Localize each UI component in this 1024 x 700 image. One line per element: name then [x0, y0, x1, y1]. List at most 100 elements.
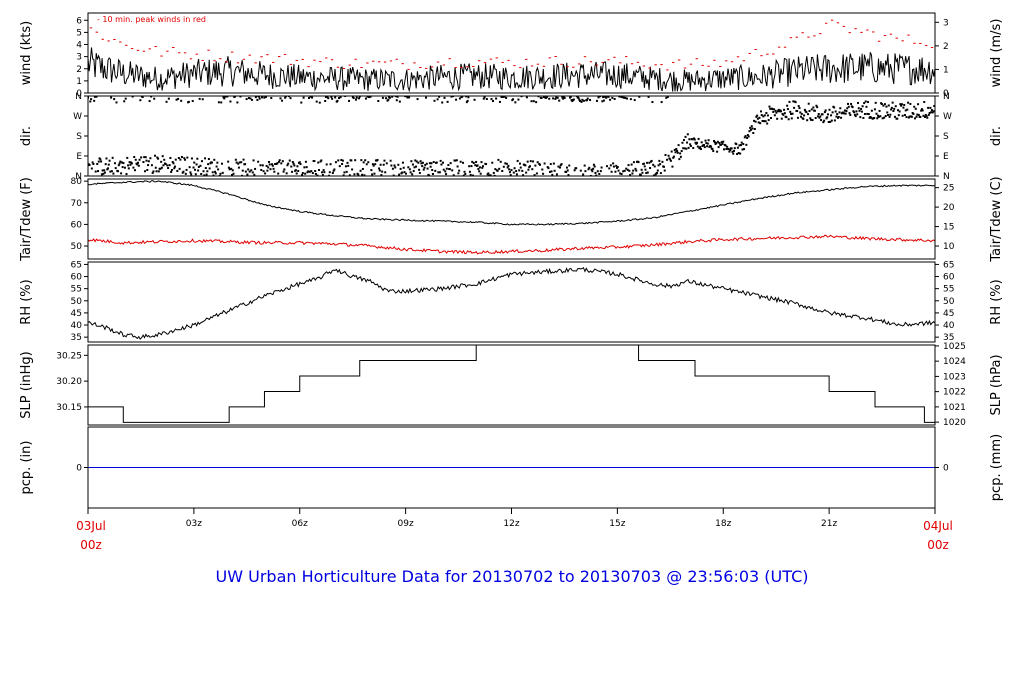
x-end-time: 00z	[927, 538, 949, 552]
rh-series-relative_humidity	[88, 266, 935, 340]
dir-point	[398, 100, 401, 103]
dir-point	[863, 113, 866, 116]
dir-point	[683, 147, 686, 150]
dir-point	[267, 160, 270, 163]
dir-point	[316, 174, 319, 176]
dir-point	[864, 100, 867, 103]
dir-point	[753, 119, 756, 122]
dir-point	[561, 96, 564, 99]
dir-point	[697, 137, 700, 140]
dir-point	[732, 152, 735, 155]
dir-point	[262, 170, 265, 173]
rh-ylabel-right: RH (%)	[989, 279, 1004, 324]
dir-point	[338, 97, 341, 100]
dir-point	[250, 169, 253, 172]
dir-point	[455, 98, 458, 101]
dir-point	[612, 165, 615, 168]
dir-point	[121, 166, 124, 169]
rh-tick-label-left: 55	[71, 285, 82, 295]
dir-point	[549, 163, 552, 166]
dir-point	[293, 164, 296, 167]
dir-point	[245, 98, 248, 101]
dir-point	[836, 113, 839, 116]
dir-point	[126, 156, 129, 159]
dir-point	[256, 98, 259, 101]
dir-point	[367, 161, 370, 164]
dir-point	[438, 96, 441, 98]
dir-point	[741, 148, 744, 151]
dir-point	[317, 161, 320, 164]
dir-point	[809, 117, 812, 120]
dir-series-direction	[88, 96, 935, 176]
dir-point	[612, 162, 615, 165]
dir-point	[194, 173, 197, 176]
dir-point	[273, 170, 276, 173]
dir-point	[535, 172, 538, 175]
dir-point	[670, 150, 673, 153]
dir-point	[301, 172, 304, 175]
dir-point	[713, 141, 716, 144]
dir-point	[407, 166, 410, 169]
dir-point	[622, 96, 625, 99]
dir-point	[682, 147, 685, 150]
dir-point	[473, 98, 476, 101]
dir-point	[500, 96, 503, 98]
slp-tick-label-right: 1020	[943, 418, 966, 428]
pcp-ylabel-left: pcp. (in)	[19, 441, 34, 495]
dir-point	[849, 113, 852, 116]
dir-point	[211, 171, 214, 174]
pcp-tick-label-left: 0	[76, 464, 82, 474]
dir-point	[515, 173, 518, 176]
dir-point	[820, 119, 823, 122]
dir-point	[456, 165, 459, 168]
dir-point	[277, 160, 280, 163]
dir-point	[425, 162, 428, 165]
dir-point	[390, 164, 393, 167]
dir-point	[442, 168, 445, 171]
dir-point	[223, 97, 226, 100]
dir-point	[833, 119, 836, 122]
dir-point	[730, 147, 733, 150]
dir-point	[776, 110, 779, 113]
dir-point	[318, 101, 321, 104]
dir-point	[556, 96, 559, 99]
dir-point	[814, 117, 817, 120]
dir-point	[314, 170, 317, 173]
dir-point	[705, 142, 708, 145]
dir-point	[93, 99, 96, 102]
dir-point	[639, 174, 642, 176]
dir-point	[753, 128, 756, 131]
dir-point	[516, 159, 519, 162]
dir-point	[372, 164, 375, 167]
x-tick-label: 03z	[186, 519, 202, 529]
dir-point	[663, 169, 666, 172]
dir-point	[816, 115, 819, 118]
dir-point	[802, 117, 805, 120]
dir-point	[615, 164, 618, 167]
dir-point	[387, 98, 390, 101]
dir-point	[635, 169, 638, 172]
dir-point	[813, 109, 816, 112]
dir-point	[402, 166, 405, 169]
wind-tick-label-left: 4	[76, 41, 82, 51]
dir-point	[428, 162, 431, 165]
dir-point	[354, 159, 357, 162]
dir-point	[332, 169, 335, 172]
dir-point	[404, 96, 407, 98]
dir-point	[736, 153, 739, 156]
dir-point	[194, 168, 197, 171]
dir-point	[443, 96, 446, 99]
rh-ylabel-left: RH (%)	[19, 279, 34, 324]
dir-point	[108, 159, 111, 162]
dir-point	[829, 120, 832, 123]
dir-point	[294, 169, 297, 172]
dir-point	[653, 165, 656, 168]
dir-point	[860, 107, 863, 110]
dir-point	[324, 96, 327, 99]
dir-point	[237, 162, 240, 165]
dir-point	[205, 173, 208, 176]
temp-tick-label-left: 50	[71, 242, 83, 252]
dir-point	[508, 171, 511, 174]
dir-point	[136, 163, 139, 166]
dir-point	[913, 105, 916, 108]
